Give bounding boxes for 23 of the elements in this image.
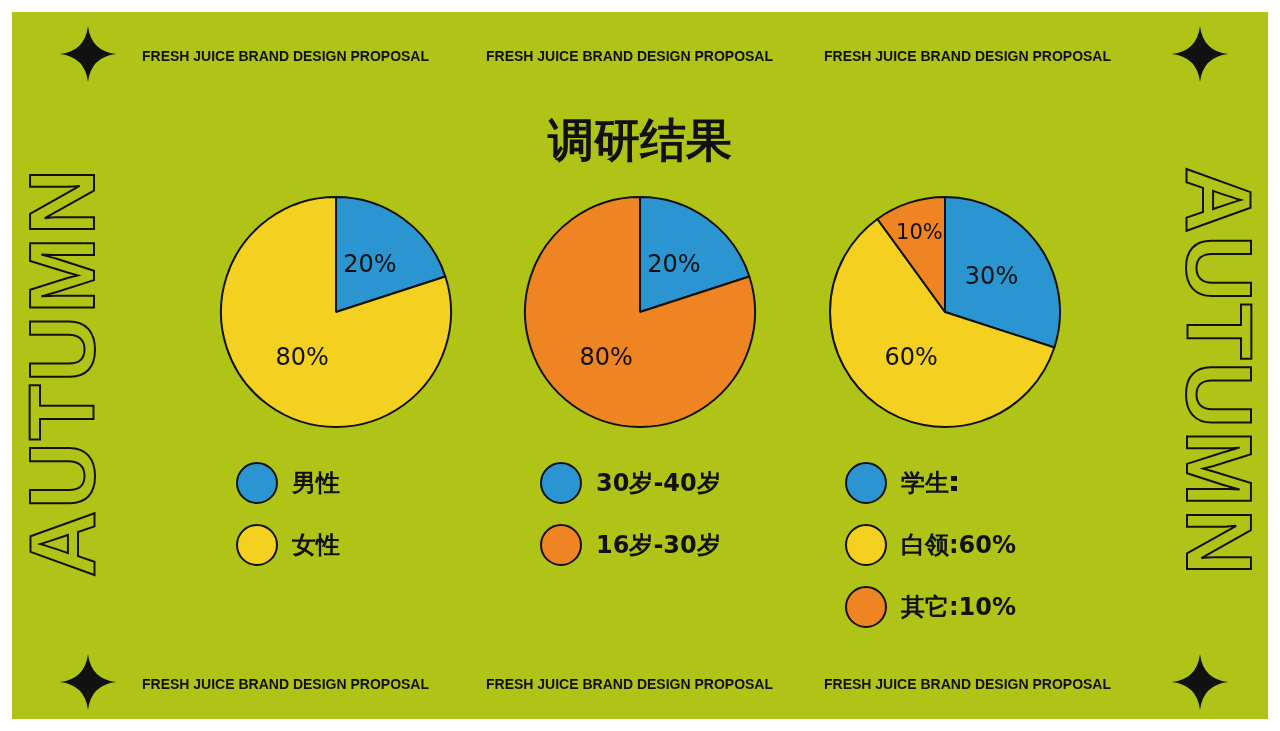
text: FRESH JUICE BRAND DESIGN PROPOSAL: [486, 676, 774, 692]
text: FRESH JUICE BRAND DESIGN PROPOSAL: [824, 48, 1112, 64]
chart-title: 调研结果: [548, 113, 732, 167]
legend-label: 白领:60%: [901, 530, 1017, 561]
data-label: 20%: [647, 249, 701, 278]
text: FRESH JUICE BRAND DESIGN PROPOSAL: [486, 48, 774, 64]
text: AUTUMN: [11, 166, 114, 578]
data-label: 60%: [884, 342, 938, 371]
legend-label: 女性: [292, 530, 340, 561]
data-label: 80%: [275, 342, 329, 371]
text: FRESH JUICE BRAND DESIGN PROPOSAL: [142, 676, 430, 692]
data-label: 80%: [579, 342, 633, 371]
text: AUTUMN: [1166, 166, 1269, 578]
text: FRESH JUICE BRAND DESIGN PROPOSAL: [824, 676, 1112, 692]
data-label: 30%: [964, 262, 1019, 291]
legend-label: 16岁-30岁: [596, 530, 721, 561]
legend-label: 学生: [901, 468, 949, 499]
legend-label: 男性: [292, 468, 340, 499]
text: FRESH JUICE BRAND DESIGN PROPOSAL: [142, 48, 430, 64]
data-label: 20%: [343, 249, 397, 278]
data-label: 10%: [896, 219, 943, 244]
legend-label: 30岁-40岁: [596, 468, 721, 499]
legend-label: 其它:10%: [901, 592, 1017, 623]
